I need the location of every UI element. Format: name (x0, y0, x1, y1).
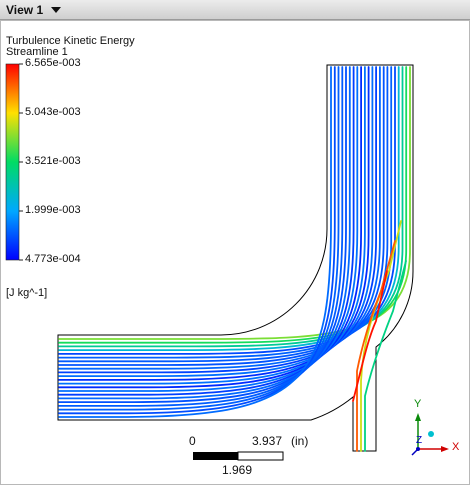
legend-title: Turbulence Kinetic Energy (6, 35, 135, 47)
axis-label-x: X (452, 441, 460, 453)
legend-units: [J kg^-1] (6, 287, 48, 299)
legend-tick-label: 6.565e-003 (25, 57, 81, 69)
legend-tick-label: 3.521e-003 (25, 155, 81, 167)
axis-triad (411, 413, 449, 456)
streamlines (58, 66, 411, 452)
scale-label-max: 3.937 (252, 434, 283, 448)
scale-units: (in) (291, 434, 309, 448)
axis-label-y: Y (414, 398, 422, 410)
scale-label-mid: 1.969 (222, 463, 253, 477)
scale-bar (193, 451, 284, 461)
legend-color-bar (5, 63, 20, 261)
legend-tick-label: 5.043e-003 (25, 106, 81, 118)
legend-subtitle: Streamline 1 (6, 46, 68, 58)
streamline-canvas (5, 63, 449, 461)
pipe-outline (57, 64, 414, 452)
legend-tick-label: 1.999e-003 (25, 204, 81, 216)
axis-label-z: Z (416, 435, 423, 446)
view-title: View 1 (6, 3, 44, 17)
graphics-viewport[interactable]: Turbulence Kinetic Energy Streamline 1 (0, 20, 470, 485)
view-selector[interactable]: View 1 (0, 0, 67, 20)
dropdown-triangle-icon (51, 7, 62, 13)
legend-tick-label: 4.773e-004 (25, 253, 81, 265)
legend-ticks (19, 63, 23, 261)
view-title-bar: View 1 (0, 0, 470, 20)
scale-label-zero: 0 (189, 434, 196, 448)
